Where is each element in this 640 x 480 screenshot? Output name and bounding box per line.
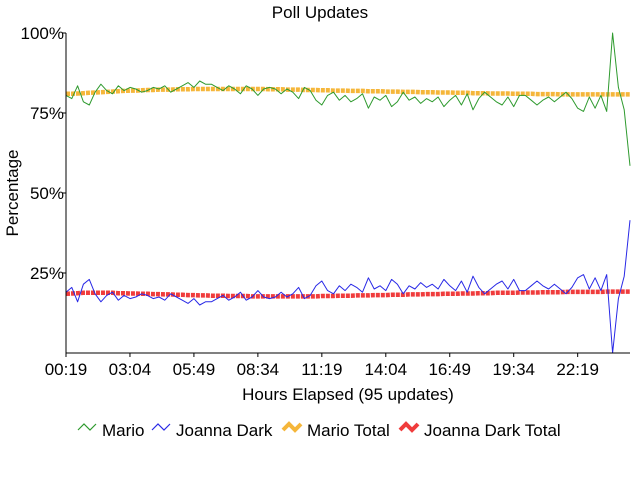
legend-label-joanna-dark-total: Joanna Dark Total (424, 421, 561, 440)
y-axis-ticks: 25% 50% 75% 100% (21, 24, 66, 283)
x-tick-label: 08:34 (237, 360, 280, 379)
x-tick-label: 19:34 (492, 360, 535, 379)
series-line-mario (65, 32, 631, 166)
series-line-joanna-dark-total (65, 289, 630, 299)
legend-label-mario: Mario (102, 421, 145, 440)
legend-swatch-mario (77, 423, 97, 431)
x-tick-label: 14:04 (365, 360, 408, 379)
x-tick-label: 03:04 (109, 360, 152, 379)
x-tick-label: 00:19 (45, 360, 88, 379)
y-tick-label: 50% (30, 184, 64, 203)
y-axis-label: Percentage (3, 150, 22, 237)
legend-swatch-joanna-dark-total (398, 421, 420, 433)
x-axis-ticks: 00:19 03:04 05:49 08:34 11:19 14:04 16:49 19:34… (45, 353, 599, 379)
legend: Mario Joanna Dark Mario Total Joanna Dark T… (77, 421, 561, 440)
series-layer (65, 32, 631, 354)
legend-label-joanna-dark: Joanna Dark (176, 421, 273, 440)
x-tick-label: 05:49 (173, 360, 216, 379)
chart-title: Poll Updates (272, 3, 368, 22)
legend-swatch-joanna-dark (151, 423, 171, 431)
x-tick-label: 22:19 (556, 360, 599, 379)
y-tick-label: 75% (30, 104, 64, 123)
x-tick-label: 16:49 (428, 360, 471, 379)
y-tick-label: 25% (30, 264, 64, 283)
legend-label-mario-total: Mario Total (307, 421, 390, 440)
x-axis-label: Hours Elapsed (95 updates) (242, 385, 454, 404)
x-tick-label: 11:19 (301, 360, 342, 379)
y-tick-label: 100% (21, 24, 64, 43)
series-line-joanna-dark (65, 220, 631, 354)
series-line-mario-total (66, 86, 630, 97)
legend-swatch-mario-total (281, 421, 303, 433)
